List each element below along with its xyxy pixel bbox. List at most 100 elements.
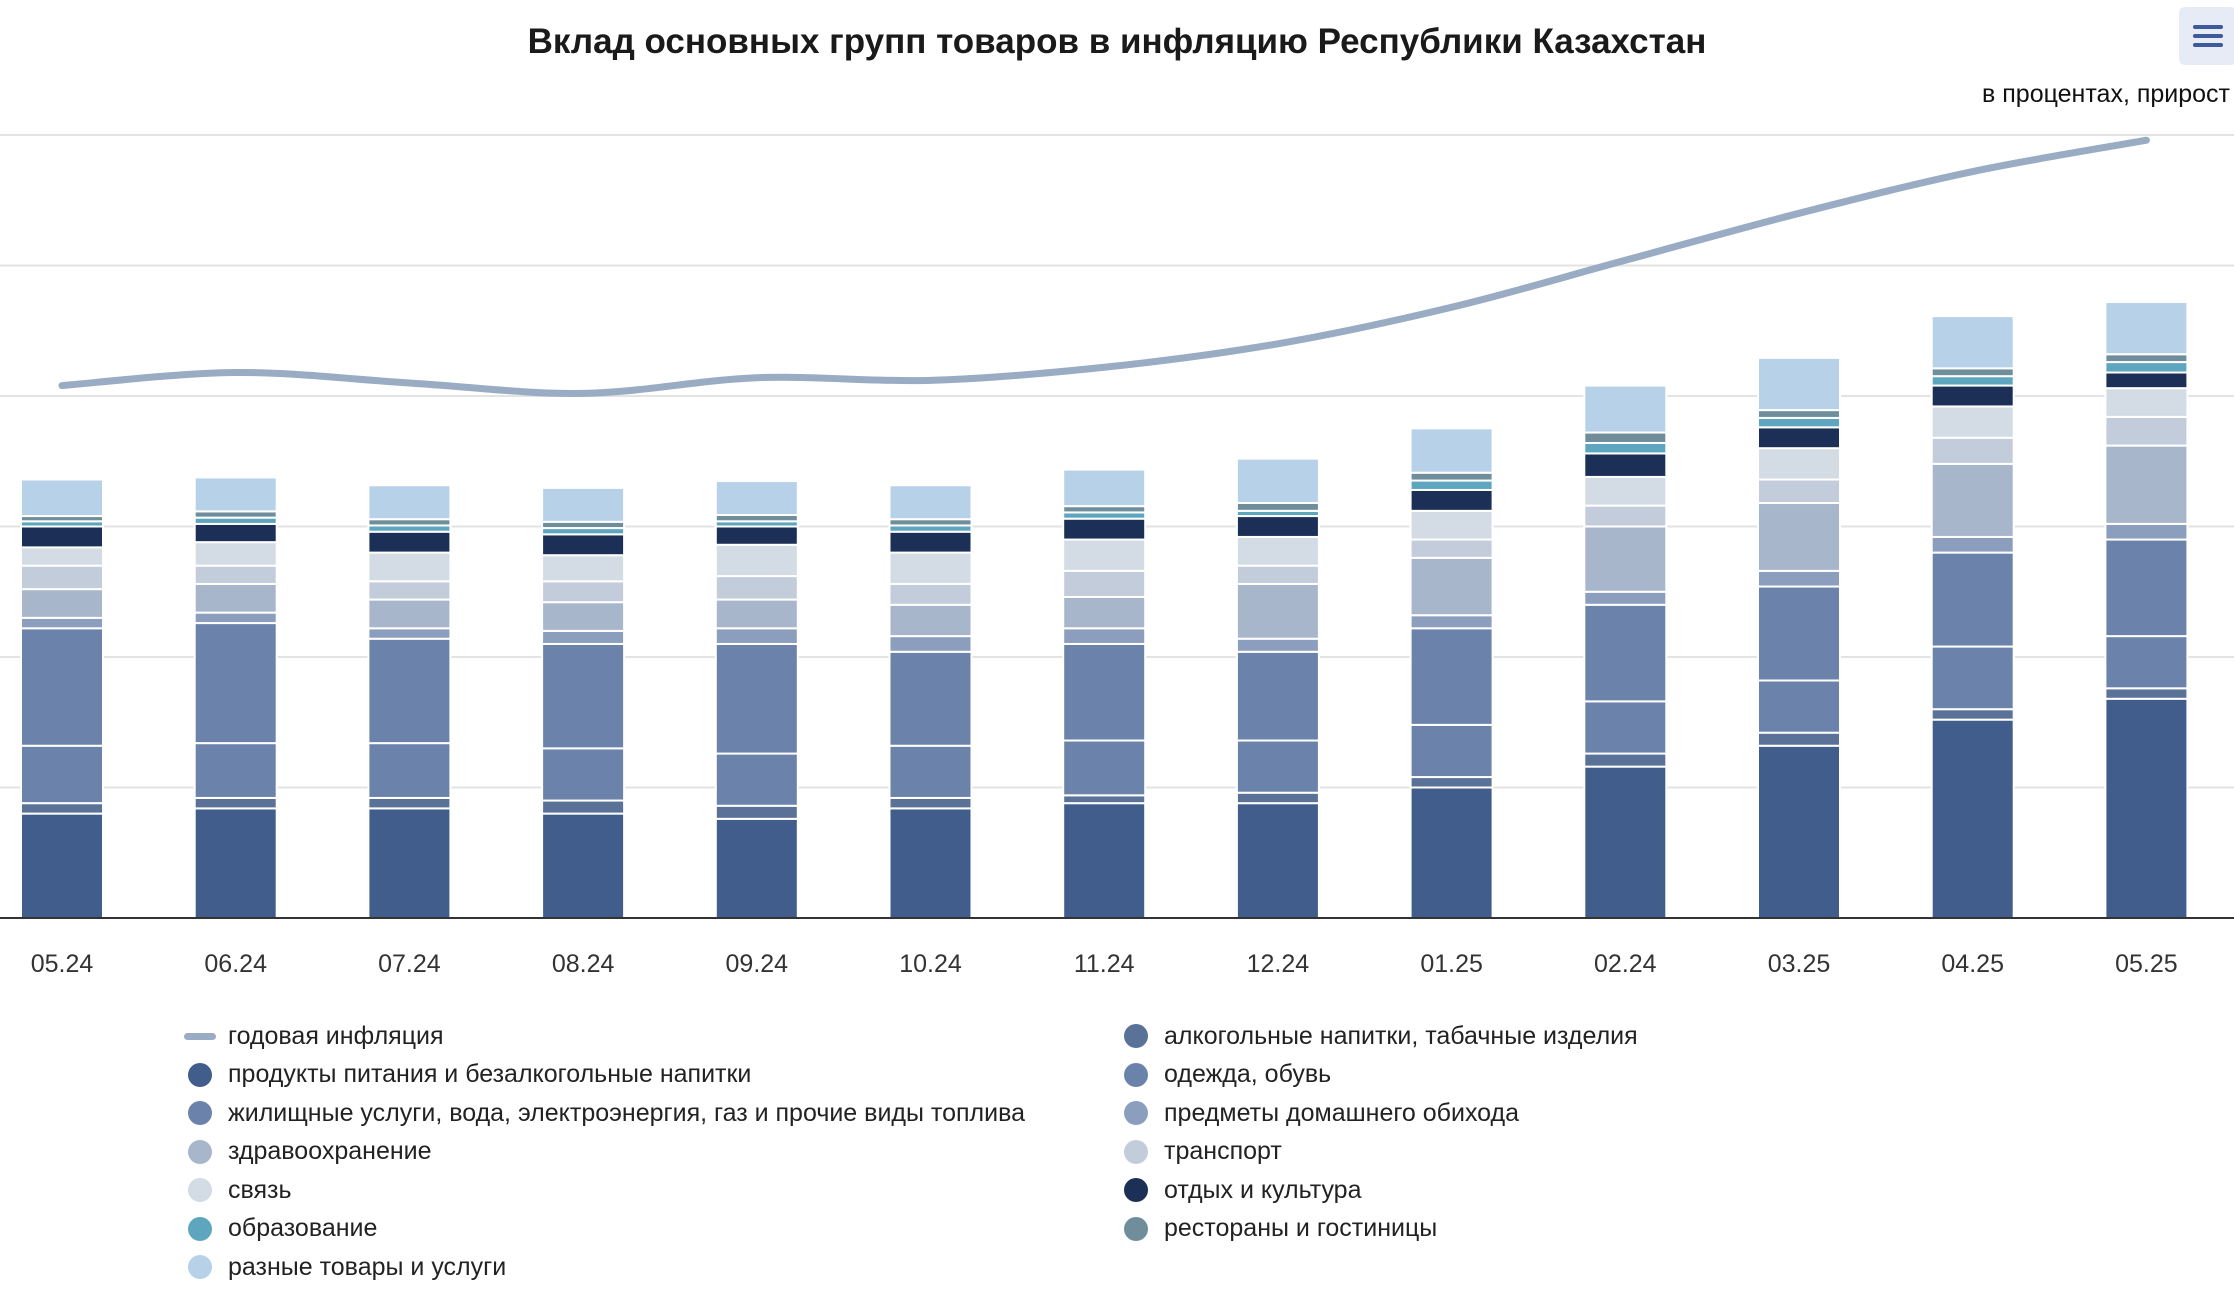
bar-segment[interactable] [1409, 786, 1494, 919]
bar-segment[interactable] [1409, 627, 1494, 726]
bar-segment[interactable] [1930, 375, 2015, 387]
bar-segment[interactable] [1930, 708, 2015, 721]
bar-segment[interactable] [367, 551, 452, 583]
bar-segment[interactable] [193, 622, 278, 745]
bar-segment[interactable] [888, 484, 973, 521]
bar-segment[interactable] [1235, 457, 1320, 505]
bar-segment[interactable] [714, 627, 799, 645]
bar-segment[interactable] [1583, 603, 1668, 703]
bar-segment[interactable] [541, 554, 626, 583]
bar-segment[interactable] [2104, 538, 2189, 638]
bar-segment[interactable] [888, 551, 973, 585]
bar-segment[interactable] [714, 575, 799, 601]
bar-segment[interactable] [1062, 627, 1147, 645]
bar-segment[interactable] [888, 530, 973, 554]
bar-segment[interactable] [1757, 744, 1841, 919]
bar-segment[interactable] [367, 484, 452, 521]
bar-segment[interactable] [541, 642, 626, 750]
bar-segment[interactable] [367, 796, 452, 810]
bar-segment[interactable] [367, 627, 452, 640]
bar-segment[interactable] [193, 742, 278, 799]
bar-segment[interactable] [1930, 384, 2015, 408]
bar-segment[interactable] [1930, 462, 2015, 538]
bar-segment[interactable] [888, 650, 973, 747]
bar-segment[interactable] [888, 582, 973, 606]
legend-item[interactable]: продукты питания и безалкогольные напитк… [188, 1059, 751, 1091]
bar-segment[interactable] [1583, 700, 1668, 755]
bar-segment[interactable] [1930, 436, 2015, 465]
bar-segment[interactable] [1930, 535, 2015, 554]
legend-item[interactable]: образование [188, 1213, 377, 1245]
bar-segment[interactable] [1757, 679, 1841, 734]
bar-segment[interactable] [888, 744, 973, 799]
bar-segment[interactable] [1583, 590, 1668, 606]
legend-item[interactable]: алкогольные напитки, табачные изделия [1124, 1020, 1638, 1052]
bar-segment[interactable] [20, 744, 104, 805]
bar-segment[interactable] [1930, 367, 2015, 378]
bar-segment[interactable] [20, 546, 104, 567]
bar-segment[interactable] [367, 742, 452, 799]
bar-segment[interactable] [1409, 776, 1494, 789]
bar-segment[interactable] [1583, 525, 1668, 593]
bar-segment[interactable] [1235, 564, 1320, 585]
bar-segment[interactable] [1757, 478, 1841, 505]
bar-segment[interactable] [1062, 739, 1147, 797]
bar-segment[interactable] [1235, 637, 1320, 653]
hamburger-menu-icon[interactable] [2179, 7, 2234, 65]
bar-segment[interactable] [541, 747, 626, 802]
bar-segment[interactable] [1235, 515, 1320, 538]
bar-segment[interactable] [193, 522, 278, 544]
bar-segment[interactable] [1583, 752, 1668, 768]
bar-segment[interactable] [1930, 551, 2015, 648]
bar-segment[interactable] [2104, 635, 2189, 690]
bar-segment[interactable] [20, 616, 104, 630]
bar-segment[interactable] [1583, 384, 1668, 434]
bar-segment[interactable] [1757, 569, 1841, 588]
bar-segment[interactable] [1409, 479, 1494, 491]
bar-segment[interactable] [1583, 452, 1668, 478]
bar-segment[interactable] [1409, 509, 1494, 541]
legend-item[interactable]: жилищные услуги, вода, электроэнергия, г… [188, 1097, 1025, 1129]
bar-segment[interactable] [714, 642, 799, 755]
bar-segment[interactable] [20, 812, 104, 919]
bar-segment[interactable] [2104, 444, 2189, 525]
bar-segment[interactable] [714, 598, 799, 630]
bar-segment[interactable] [367, 807, 452, 920]
bar-segment[interactable] [1583, 441, 1668, 455]
legend-item[interactable]: рестораны и гостиницы [1124, 1213, 1437, 1245]
bar-segment[interactable] [714, 817, 799, 920]
bar-segment[interactable] [193, 807, 278, 920]
bar-segment[interactable] [20, 564, 104, 591]
bar-segment[interactable] [1409, 471, 1494, 482]
bar-segment[interactable] [1583, 504, 1668, 528]
legend-item[interactable]: здравоохранение [188, 1136, 432, 1168]
bar-segment[interactable] [888, 635, 973, 653]
bar-segment[interactable] [541, 812, 626, 919]
inflation-line[interactable] [58, 136, 2150, 397]
bar-segment[interactable] [888, 796, 973, 810]
bar-segment[interactable] [2104, 301, 2189, 356]
bar-segment[interactable] [1757, 502, 1841, 572]
bar-segment[interactable] [1409, 723, 1494, 779]
bar-segment[interactable] [2104, 687, 2189, 700]
bar-segment[interactable] [20, 627, 104, 747]
bar-segment[interactable] [193, 611, 278, 625]
bar-segment[interactable] [1062, 538, 1147, 572]
bar-segment[interactable] [541, 580, 626, 604]
bar-segment[interactable] [1583, 431, 1668, 444]
bar-segment[interactable] [1583, 475, 1668, 507]
bar-segment[interactable] [1235, 791, 1320, 805]
bar-segment[interactable] [1757, 731, 1841, 747]
legend-item[interactable]: годовая инфляция [184, 1020, 444, 1052]
bar-segment[interactable] [2104, 371, 2189, 390]
bar-segment[interactable] [714, 525, 799, 546]
bar-segment[interactable] [20, 525, 104, 549]
bar-segment[interactable] [2104, 522, 2189, 541]
bar-segment[interactable] [541, 601, 626, 632]
bar-segment[interactable] [1930, 718, 2015, 920]
bar-segment[interactable] [541, 799, 626, 815]
bar-segment[interactable] [1062, 595, 1147, 630]
bar-segment[interactable] [2104, 361, 2189, 374]
bar-segment[interactable] [541, 629, 626, 645]
bar-segment[interactable] [2104, 387, 2189, 418]
